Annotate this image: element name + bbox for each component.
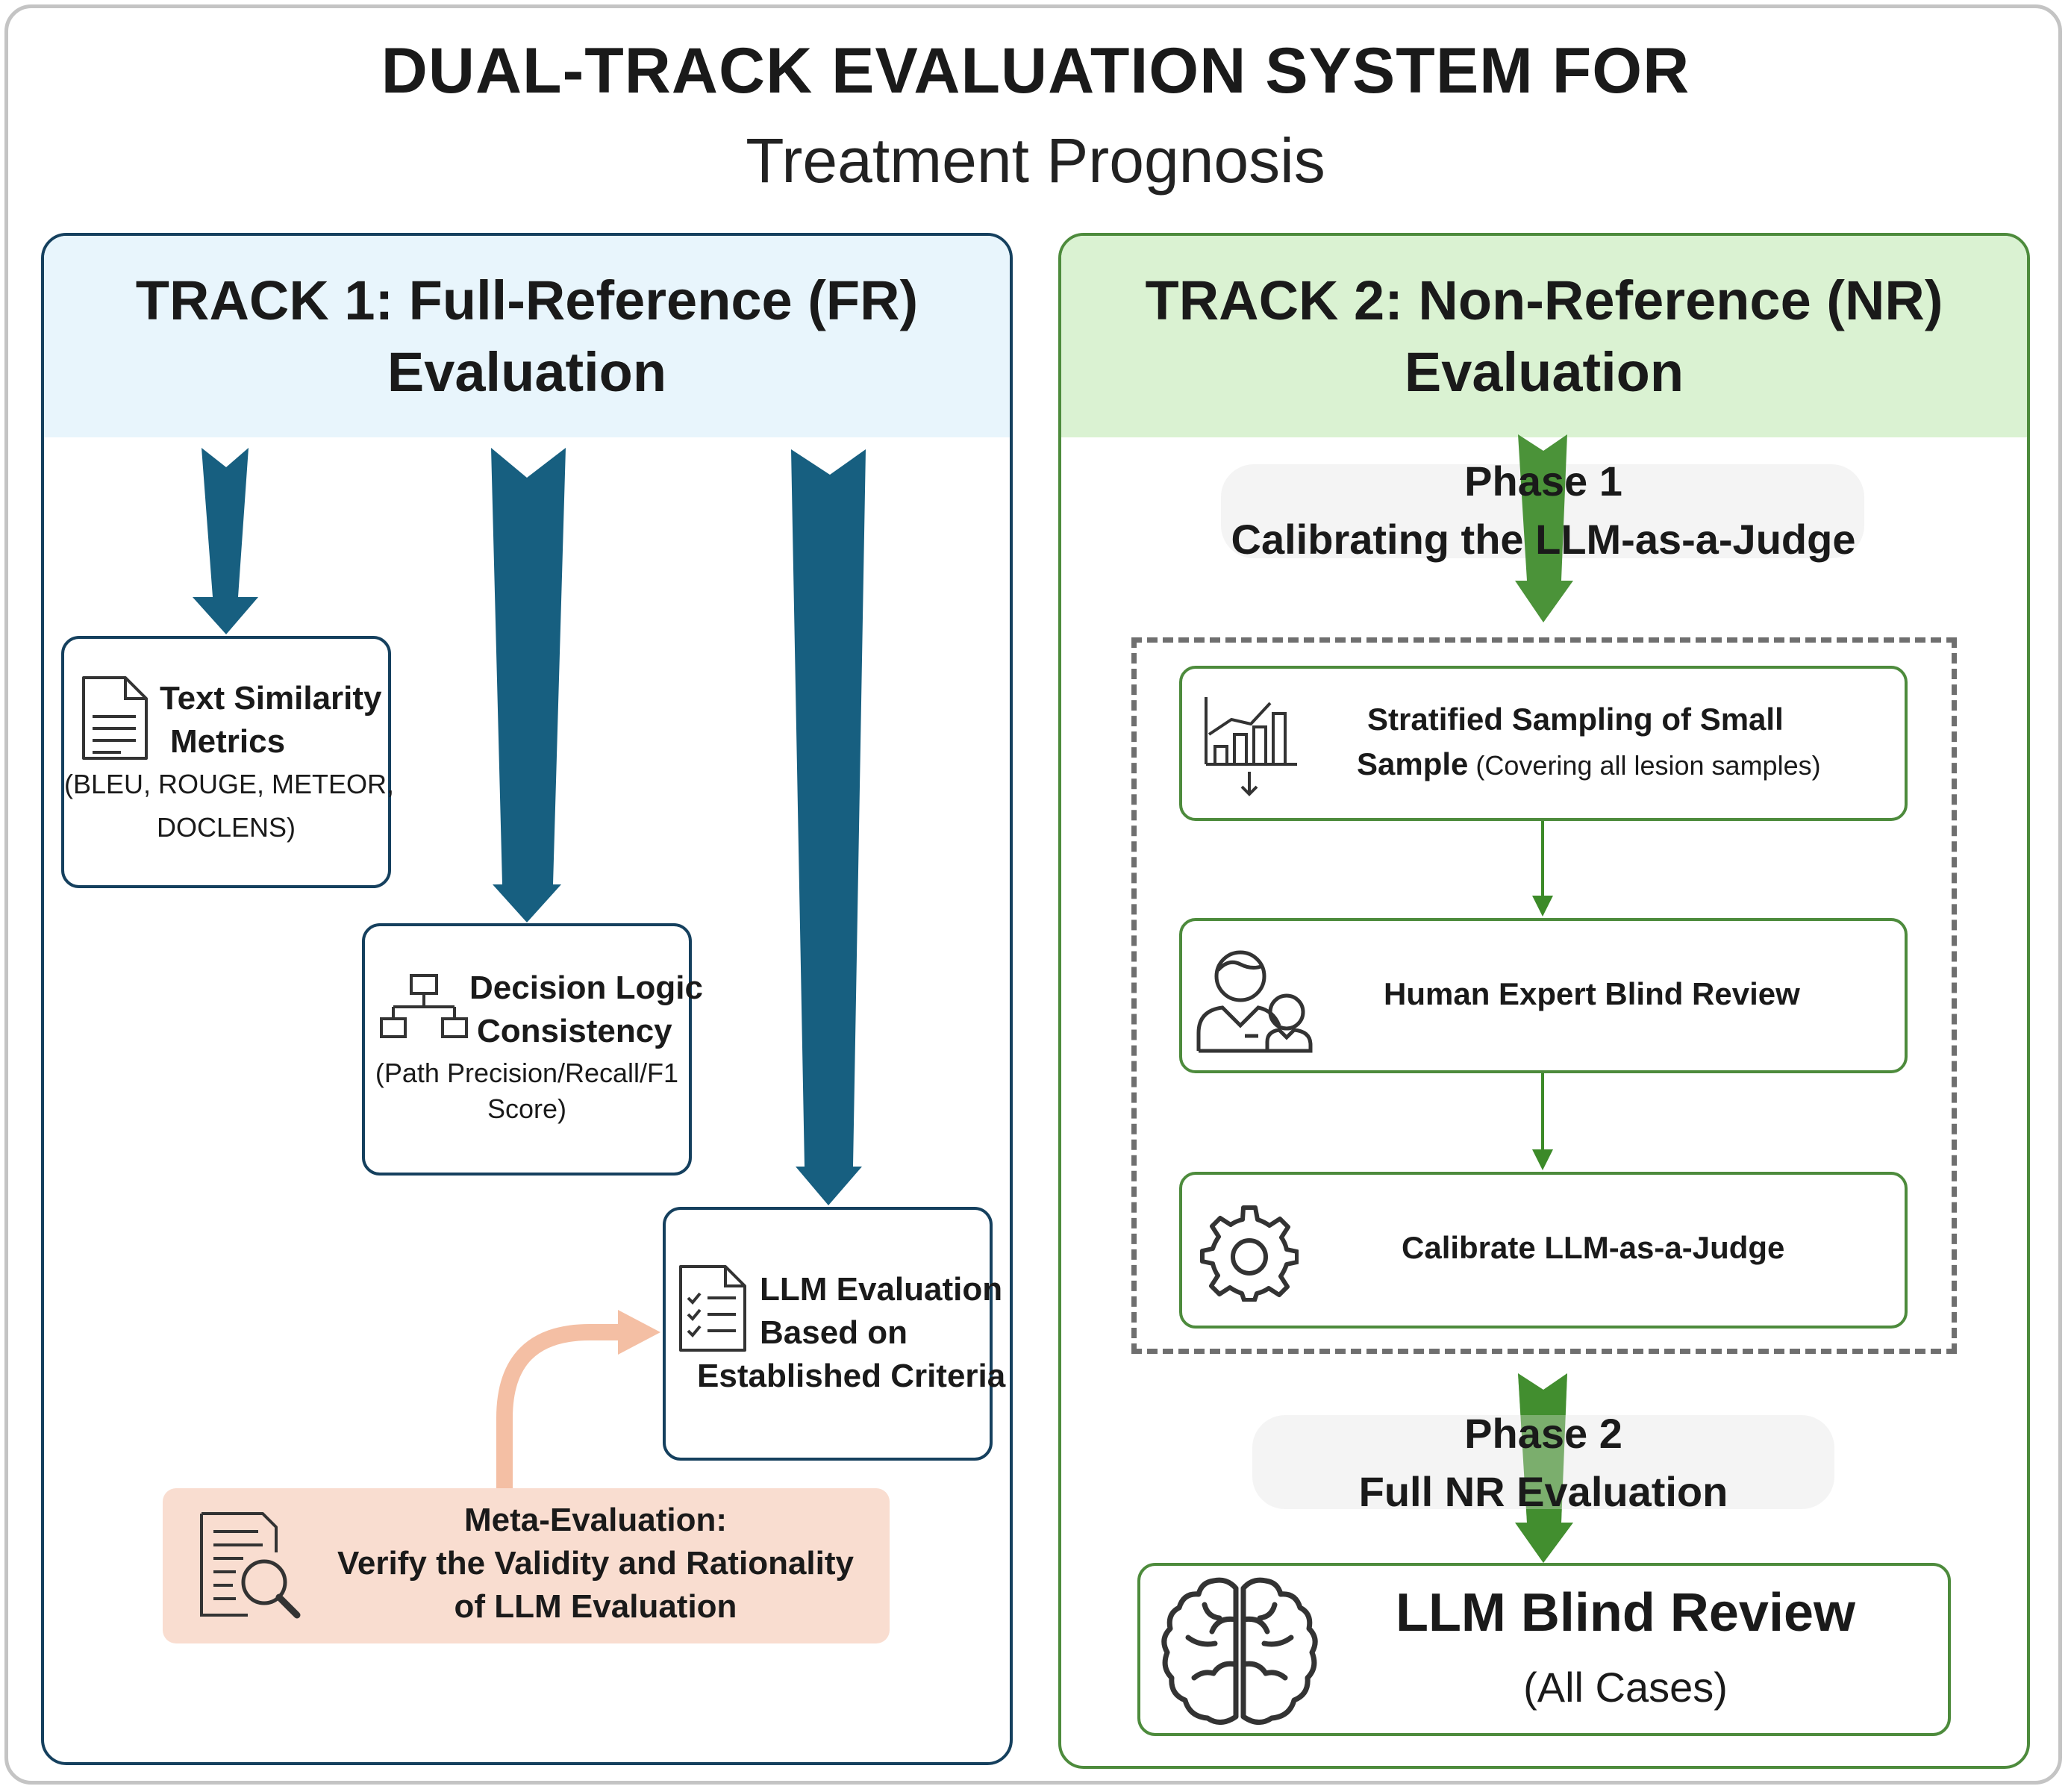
llm-evaluation-box: LLM Evaluation Based on Established Crit… <box>663 1207 1005 1461</box>
page-subtitle: Treatment Prognosis <box>746 125 1325 196</box>
text-similarity-detail-line1: (BLEU, ROUGE, METEOR, <box>64 769 395 799</box>
phase2-line2: Full NR Evaluation <box>1358 1468 1728 1515</box>
meta-evaluation-box: Meta-Evaluation: Verify the Validity and… <box>163 1488 890 1643</box>
phase1-title: Phase 1 Calibrating the LLM-as-a-Judge <box>1133 452 1954 569</box>
track2-header: TRACK 2: Non-Reference (NR) Evaluation <box>1061 236 2027 437</box>
decision-logic-title-line2: Consistency <box>477 1013 672 1049</box>
llm-blind-review-subtitle: (All Cases) <box>1523 1664 1728 1711</box>
phase1-arrow <box>1515 434 1573 622</box>
text-similarity-title-line1: Text Similarity <box>160 680 382 717</box>
arrow-to-text-similarity <box>193 448 258 634</box>
arrow-to-decision-logic <box>491 448 566 922</box>
meta-evaluation-line3: of LLM Evaluation <box>454 1588 737 1625</box>
page-title: DUAL-TRACK EVALUATION SYSTEM FOR <box>381 35 1690 107</box>
meta-feedback-arrowhead <box>618 1310 660 1355</box>
llm-blind-review-title: LLM Blind Review <box>1395 1583 1856 1643</box>
decision-logic-box: Decision Logic Consistency (Path Precisi… <box>362 923 703 1176</box>
text-similarity-box: Text Similarity Metrics (BLEU, ROUGE, ME… <box>61 636 395 888</box>
bar-chart-download-icon <box>1205 697 1297 796</box>
stratified-line2-bold: Sample <box>1357 746 1469 781</box>
phase1-line2: Calibrating the LLM-as-a-Judge <box>1231 516 1856 563</box>
track2-panel: TRACK 2: Non-Reference (NR) Evaluation <box>1058 233 2030 1769</box>
stratified-line2: Sample (Covering all lesion samples) <box>1357 746 1821 782</box>
flowchart-icon <box>380 974 468 1038</box>
outer-frame <box>4 4 2062 1785</box>
calibrate-judge-label: Calibrate LLM-as-a-Judge <box>1402 1230 1785 1265</box>
track1-header: TRACK 1: Full-Reference (FR) Evaluation <box>44 236 1010 437</box>
llm-evaluation-line3: Established Criteria <box>697 1358 1006 1394</box>
text-similarity-title-line2: Metrics <box>170 723 286 760</box>
llm-blind-review-box: LLM Blind Review (All Cases) <box>1137 1563 1951 1736</box>
gear-icon <box>1200 1205 1299 1302</box>
meta-evaluation-line2: Verify the Validity and Rationality <box>337 1545 854 1582</box>
stratified-sampling-box: Stratified Sampling of Small Sample (Cov… <box>1179 666 1908 821</box>
phase2-title: Phase 2 Full NR Evaluation <box>1133 1405 1954 1521</box>
calibrate-judge-box: Calibrate LLM-as-a-Judge <box>1179 1172 1908 1329</box>
track1-panel: TRACK 1: Full-Reference (FR) Evaluation <box>41 233 1013 1765</box>
llm-evaluation-line1: LLM Evaluation <box>760 1271 1003 1308</box>
decision-logic-title-line1: Decision Logic <box>469 970 703 1006</box>
connector-sampling-to-review-head <box>1532 896 1553 917</box>
meta-feedback-arrow <box>496 1324 621 1488</box>
people-icon <box>1196 950 1313 1053</box>
human-expert-review-label: Human Expert Blind Review <box>1384 976 1800 1011</box>
connector-review-to-calibrate-head <box>1532 1149 1553 1170</box>
brain-icon <box>1161 1577 1318 1725</box>
track2-heading-line2: Evaluation <box>1404 341 1684 403</box>
llm-evaluation-line2: Based on <box>760 1314 908 1351</box>
phase2-line1: Phase 2 <box>1464 1410 1622 1457</box>
track2-heading-line1: TRACK 2: Non-Reference (NR) <box>1145 269 1943 331</box>
text-similarity-detail-line2: DOCLENS) <box>156 812 296 843</box>
phase2-arrow-top <box>1515 1373 1573 1563</box>
track1-heading-line1: TRACK 1: Full-Reference (FR) <box>135 269 919 331</box>
stratified-line2-detail: (Covering all lesion samples) <box>1468 750 1821 781</box>
human-expert-review-box: Human Expert Blind Review <box>1179 918 1908 1073</box>
phase1-line1: Phase 1 <box>1464 458 1622 505</box>
decision-logic-detail-line1: (Path Precision/Recall/F1 <box>375 1058 679 1088</box>
track1-heading-line2: Evaluation <box>387 341 667 403</box>
arrow-to-llm-evaluation <box>791 449 866 1205</box>
checklist-icon <box>679 1265 746 1352</box>
document-search-icon <box>200 1512 301 1619</box>
stratified-line1: Stratified Sampling of Small <box>1367 702 1784 737</box>
document-icon <box>82 676 148 760</box>
calibration-group <box>1131 637 1957 1354</box>
decision-logic-detail-line2: Score) <box>487 1093 567 1124</box>
meta-evaluation-line1: Meta-Evaluation: <box>463 1502 728 1538</box>
